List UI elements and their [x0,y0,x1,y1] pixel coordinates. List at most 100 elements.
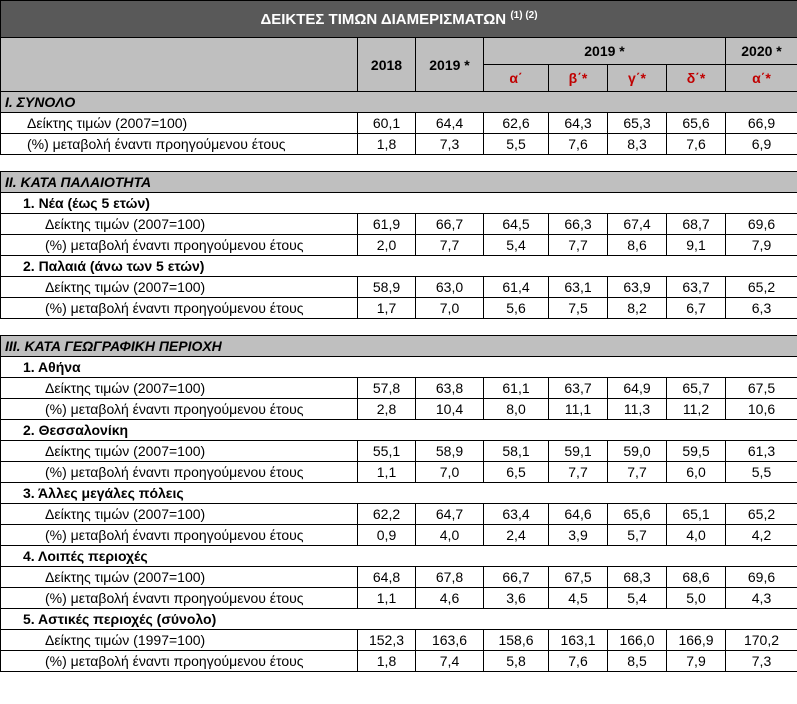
data-row: Δείκτης τιμών (1997=100) 152,3 163,6 158,6 1… [0,629,797,651]
value-cell: 158,6 [483,629,549,651]
row-label: (%) μεταβολή έναντι προηγούμενου έτους [0,398,358,420]
value-cell: 7,4 [415,650,484,672]
row-label: Δείκτης τιμών (2007=100) [0,377,358,399]
value-cell: 69,6 [725,213,797,235]
data-row: (%) μεταβολή έναντι προηγούμενου έτους 2,… [0,398,797,420]
value-cell: 62,2 [357,503,416,525]
section-row: II. ΚΑΤΑ ΠΑΛΑΙΟΤΗΤΑ [0,171,797,193]
value-cell: 8,3 [607,133,667,155]
row-label: Δείκτης τιμών (1997=100) [0,629,358,651]
value-cell: 62,6 [483,112,549,134]
value-cell: 8,2 [607,297,667,319]
value-cell: 6,9 [725,133,797,155]
value-cell: 8,6 [607,234,667,256]
section-title: II. ΚΑΤΑ ΠΑΛΑΙΟΤΗΤΑ [0,171,797,193]
value-cell: 63,9 [607,276,667,298]
group-row: 3. Άλλες μεγάλες πόλεις [0,482,797,504]
table-body: I. ΣΥΝΟΛΟ Δείκτης τιμών (2007=100) 60,1 64,… [0,91,797,672]
value-cell: 57,8 [357,377,416,399]
value-cell: 64,9 [607,377,667,399]
value-cell: 166,0 [607,629,667,651]
value-cell: 1,1 [357,587,416,609]
data-row: (%) μεταβολή έναντι προηγούμενου έτους 1,… [0,650,797,672]
value-cell: 64,4 [415,112,484,134]
value-cell: 5,8 [483,650,549,672]
group-title: 1. Αθήνα [0,356,797,378]
value-cell: 2,4 [483,524,549,546]
data-row: (%) μεταβολή έναντι προηγούμενου έτους 1,… [0,461,797,483]
row-label: Δείκτης τιμών (2007=100) [0,503,358,525]
section-title: III. ΚΑΤΑ ΓΕΩΓΡΑΦΙΚΗ ΠΕΡΙΟΧΗ [0,335,797,357]
value-cell: 4,5 [548,587,608,609]
value-cell: 3,6 [483,587,549,609]
value-cell: 4,2 [725,524,797,546]
group-title: 2. Παλαιά (άνω των 5 ετών) [0,255,797,277]
value-cell: 4,3 [725,587,797,609]
data-row: (%) μεταβολή έναντι προηγούμενου έτους 2,… [0,234,797,256]
value-cell: 7,6 [548,650,608,672]
value-cell: 65,7 [666,377,726,399]
spacer-row [0,318,797,336]
value-cell: 5,4 [483,234,549,256]
quarter-header: α΄ [483,64,549,92]
value-cell: 7,7 [607,461,667,483]
value-cell: 1,8 [357,133,416,155]
value-cell: 67,4 [607,213,667,235]
title-row: ΔΕΙΚΤΕΣ ΤΙΜΩΝ ΔΙΑΜΕΡΙΣΜΑΤΩΝ (1) (2) [0,0,797,38]
row-label: (%) μεταβολή έναντι προηγούμενου έτους [0,234,358,256]
group-title: 2. Θεσσαλονίκη [0,419,797,441]
value-cell: 4,0 [415,524,484,546]
value-cell: 66,3 [548,213,608,235]
value-cell: 5,7 [607,524,667,546]
data-row: Δείκτης τιμών (2007=100) 58,9 63,0 61,4 63,1… [0,276,797,298]
value-cell: 5,6 [483,297,549,319]
value-cell: 163,1 [548,629,608,651]
value-cell: 7,7 [415,234,484,256]
data-row: Δείκτης τιμών (2007=100) 64,8 67,8 66,7 67,5… [0,566,797,588]
value-cell: 9,1 [666,234,726,256]
row-label: (%) μεταβολή έναντι προηγούμενου έτους [0,133,358,155]
row-label: (%) μεταβολή έναντι προηγούμενου έτους [0,297,358,319]
value-cell: 1,1 [357,461,416,483]
header-row: 2018 2019 * 2019 * 2020 * [0,37,797,92]
value-cell: 64,6 [548,503,608,525]
value-cell: 2,8 [357,398,416,420]
value-cell: 1,8 [357,650,416,672]
value-cell: 61,1 [483,377,549,399]
value-cell: 63,4 [483,503,549,525]
value-cell: 2,0 [357,234,416,256]
row-label: (%) μεταβολή έναντι προηγούμενου έτους [0,650,358,672]
value-cell: 166,9 [666,629,726,651]
table-title: ΔΕΙΚΤΕΣ ΤΙΜΩΝ ΔΙΑΜΕΡΙΣΜΑΤΩΝ [260,11,507,28]
group-row: 2. Παλαιά (άνω των 5 ετών) [0,255,797,277]
value-cell: 67,8 [415,566,484,588]
value-cell: 152,3 [357,629,416,651]
value-cell: 66,7 [415,213,484,235]
value-cell: 58,9 [415,440,484,462]
quarter-header: δ΄* [666,64,726,92]
value-cell: 7,5 [548,297,608,319]
value-cell: 63,8 [415,377,484,399]
value-cell: 68,6 [666,566,726,588]
value-cell: 8,0 [483,398,549,420]
header-blank [0,37,358,92]
data-row: (%) μεταβολή έναντι προηγούμενου έτους 1,… [0,297,797,319]
row-label: (%) μεταβολή έναντι προηγούμενου έτους [0,587,358,609]
value-cell: 58,1 [483,440,549,462]
value-cell: 65,2 [725,276,797,298]
year-header: 2019 * [415,37,484,92]
value-cell: 7,3 [725,650,797,672]
value-cell: 60,1 [357,112,416,134]
value-cell: 6,5 [483,461,549,483]
value-cell: 63,1 [548,276,608,298]
value-cell: 3,9 [548,524,608,546]
value-cell: 61,4 [483,276,549,298]
row-label: Δείκτης τιμών (2007=100) [0,213,358,235]
value-cell: 61,9 [357,213,416,235]
value-cell: 65,1 [666,503,726,525]
value-cell: 10,6 [725,398,797,420]
quarter-row: α΄ β΄* γ΄* δ΄* α΄* [1,64,797,92]
value-cell: 64,3 [548,112,608,134]
data-row: Δείκτης τιμών (2007=100) 62,2 64,7 63,4 64,6… [0,503,797,525]
